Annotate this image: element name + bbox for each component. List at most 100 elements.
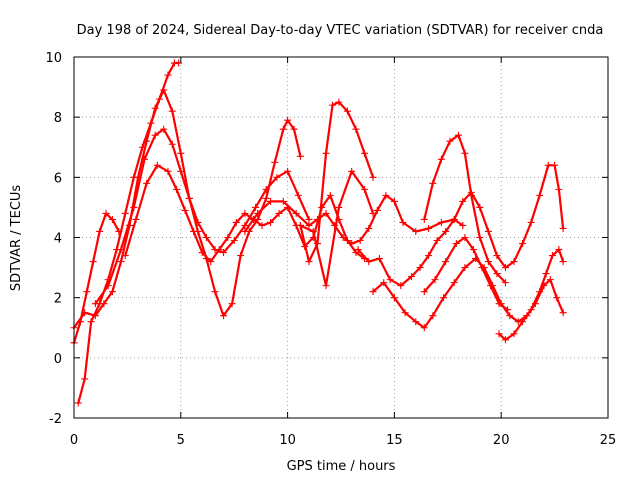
data-point [386, 276, 394, 284]
data-point [190, 227, 198, 235]
data-point [220, 249, 228, 257]
data-point [87, 318, 95, 326]
data-point [348, 240, 356, 248]
data-point [420, 324, 428, 332]
data-point [89, 258, 97, 266]
data-point [143, 179, 151, 187]
data-point [493, 252, 501, 260]
data-point [369, 209, 377, 217]
data-point [254, 209, 262, 217]
data-point [273, 173, 281, 181]
data-point [553, 294, 561, 302]
data-point [504, 306, 512, 314]
data-point [425, 224, 433, 232]
x-tick-label: 25 [600, 433, 617, 448]
data-point [495, 330, 503, 338]
data-point [478, 264, 486, 272]
data-point [559, 224, 567, 232]
data-point [356, 237, 364, 245]
x-tick-label: 20 [493, 433, 510, 448]
data-point [76, 318, 84, 326]
data-point [416, 264, 424, 272]
series-line [371, 257, 565, 329]
series-line [299, 100, 375, 263]
data-point [292, 209, 300, 217]
data-point [501, 279, 509, 287]
series-sat-e [121, 161, 368, 266]
data-point [305, 221, 313, 229]
data-point [153, 161, 161, 169]
y-tick-label: 0 [54, 352, 62, 367]
data-point [373, 206, 381, 214]
data-point [352, 125, 360, 133]
x-tick-label: 5 [177, 433, 185, 448]
y-tick-label: 6 [54, 171, 62, 186]
data-point [117, 246, 125, 254]
data-point [168, 140, 176, 148]
data-point [121, 252, 129, 260]
data-point [501, 336, 509, 344]
data-point [401, 309, 409, 317]
data-point [461, 264, 469, 272]
data-point [506, 312, 514, 320]
data-point [326, 191, 334, 199]
data-point [108, 288, 116, 296]
x-axis-label: GPS time / hours [287, 459, 396, 474]
series-sat-g [296, 98, 377, 266]
data-point [397, 282, 405, 290]
data-point [519, 240, 527, 248]
data-point [267, 218, 275, 226]
data-point [102, 209, 110, 217]
data-point [365, 258, 373, 266]
data-point [271, 158, 279, 166]
y-tick-label: 8 [54, 111, 62, 126]
data-point [493, 270, 501, 278]
series-sat-a [70, 86, 304, 332]
data-point [211, 288, 219, 296]
data-point [207, 258, 215, 266]
data-point [322, 282, 330, 290]
data-point [440, 294, 448, 302]
data-point [429, 312, 437, 320]
data-point [450, 279, 458, 287]
axis-ticks: 0 5 10 15 20 25 -2 0 2 4 6 8 10 [45, 51, 616, 448]
data-point [365, 224, 373, 232]
data-point [425, 252, 433, 260]
data-point [296, 152, 304, 160]
data-point [450, 215, 458, 223]
data-point [555, 246, 563, 254]
data-point [262, 185, 270, 193]
data-point [335, 203, 343, 211]
data-point [559, 309, 567, 317]
data-point [164, 71, 172, 79]
data-point [322, 149, 330, 157]
data-point [469, 246, 477, 254]
data-point [412, 227, 420, 235]
series-sat-l [420, 234, 512, 314]
data-point [354, 246, 362, 254]
data-point [442, 227, 450, 235]
y-axis-label: SDTVAR / TECUs [9, 185, 24, 292]
data-point [559, 258, 567, 266]
series-sat-k [420, 131, 509, 287]
data-point [437, 155, 445, 163]
data-point [96, 227, 104, 235]
data-point [360, 149, 368, 157]
data-point [279, 197, 287, 205]
data-point [452, 240, 460, 248]
data-point [279, 125, 287, 133]
data-point [177, 149, 185, 157]
data-point [390, 294, 398, 302]
chart-title: Day 198 of 2024, Sidereal Day-to-day VTE… [77, 23, 604, 38]
data-point [335, 98, 343, 106]
data-point [130, 203, 138, 211]
data-point [510, 258, 518, 266]
data-point [290, 125, 298, 133]
data-point [224, 234, 232, 241]
data-point [232, 218, 240, 226]
data-point [228, 300, 236, 308]
data-point [164, 167, 172, 175]
data-point [437, 218, 445, 226]
data-point [551, 161, 559, 169]
